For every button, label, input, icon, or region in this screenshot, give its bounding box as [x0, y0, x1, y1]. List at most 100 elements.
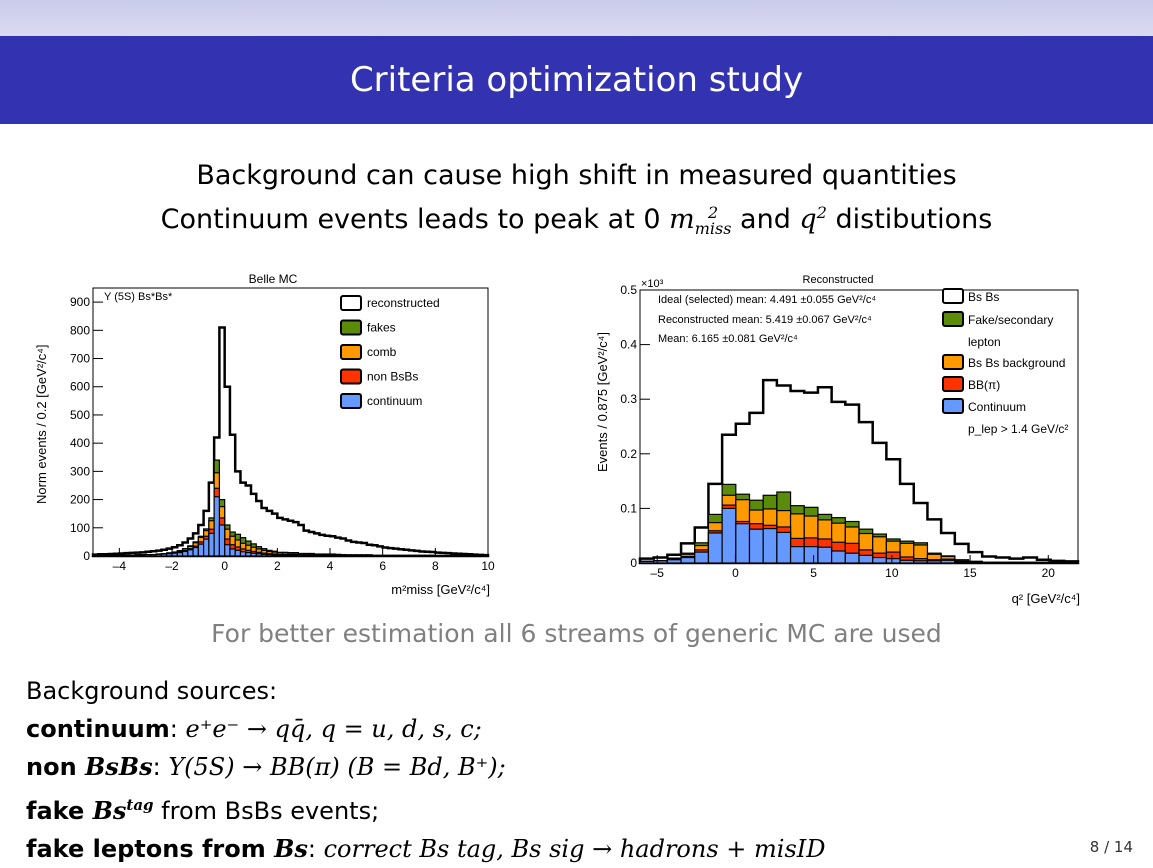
legend-label: Bs Bs background	[968, 356, 1065, 370]
bar-continuum	[230, 549, 235, 556]
x-tick-label: 15	[963, 566, 977, 580]
bar-continuum	[188, 550, 193, 556]
page-number: 8 / 14	[1090, 838, 1133, 856]
x-tick-label: 10	[885, 566, 899, 580]
legend-label-cont: lepton	[968, 335, 1001, 349]
plot-frame	[93, 288, 488, 556]
bg-item-non-bsbs: non BsBs: Υ(5S) → BB(π) (B = Bd, B⁺);	[26, 748, 826, 786]
slide-title: Criteria optimization study	[350, 60, 803, 100]
background-sources: Background sources: continuum: e⁺e⁻ → qq…	[26, 672, 826, 868]
note-text: For better estimation all 6 streams of g…	[0, 619, 1153, 648]
legend-swatch	[943, 355, 963, 369]
bar-continuum	[763, 529, 777, 563]
bar-continuum	[708, 533, 722, 563]
bar-continuum	[240, 552, 245, 556]
x-tick-label: –2	[165, 559, 179, 573]
y-axis-label: Norm events / 0.2 [GeV²/c⁴]	[34, 345, 49, 504]
bar-continuum	[219, 525, 224, 556]
y-tick-label: 0.1	[620, 501, 637, 515]
y-tick-label: 200	[70, 493, 90, 507]
bar-continuum	[183, 551, 188, 556]
y-tick-label: 700	[70, 352, 90, 366]
chart-annotation: Υ (5S) Bs*Bs*	[104, 291, 173, 303]
legend-note: p_lep > 1.4 GeV/c²	[968, 422, 1068, 436]
legend-label: BB(π)	[968, 378, 1000, 392]
x-tick-label: 2	[274, 559, 281, 573]
legend-label: fakes	[367, 321, 396, 335]
background-heading: Background sources:	[26, 672, 826, 710]
x-axis-label: q² [GeV²/c⁴]	[1012, 591, 1080, 606]
y-tick-label: 0	[630, 556, 637, 570]
bar-continuum	[791, 547, 805, 563]
y-tick-label: 400	[70, 436, 90, 450]
y-multiplier: ×10³	[641, 278, 664, 290]
x-tick-label: 4	[327, 559, 334, 573]
bar-continuum	[235, 550, 240, 556]
bar-continuum	[777, 532, 791, 563]
bg-item-fake-bstag: fake Bstag from BsBs events;	[26, 786, 826, 830]
y-tick-label: 0.3	[620, 392, 637, 406]
x-tick-label: 5	[810, 566, 817, 580]
legend-swatch	[341, 394, 361, 408]
y-tick-label: 600	[70, 380, 90, 394]
chart-title: Belle MC	[249, 272, 298, 286]
bar-continuum	[873, 558, 887, 563]
series-reconstructed	[93, 327, 488, 556]
legend: reconstructed fakes comb non BsBs continuum	[341, 296, 440, 408]
legend-label: Fake/secondary	[968, 313, 1053, 327]
y-tick-label: 100	[70, 521, 90, 535]
bar-continuum	[246, 553, 251, 556]
stat-mean: Mean: 6.165 ±0.081 GeV²/c⁴	[658, 333, 798, 345]
legend-label: Bs Bs	[968, 290, 999, 304]
legend-label: comb	[367, 345, 397, 359]
stat-reco-mean: Reconstructed mean: 5.419 ±0.067 GeV²/c⁴	[658, 314, 872, 326]
subtitle-text: Continuum events leads to peak at 0	[161, 204, 669, 235]
bg-item-fake-leptons: fake leptons from Bs: correct Bs tag, Bs…	[26, 830, 826, 868]
legend-label: non BsBs	[367, 370, 418, 384]
x-tick-label: 8	[432, 559, 439, 573]
legend-swatch	[943, 377, 963, 391]
legend-swatch	[943, 399, 963, 413]
legend-swatch	[341, 296, 361, 310]
bar-continuum	[225, 545, 230, 556]
header-band	[0, 0, 1153, 36]
bar-continuum	[845, 553, 859, 563]
x-tick-label: 6	[379, 559, 386, 573]
bar-continuum	[859, 555, 873, 563]
legend-swatch	[341, 321, 361, 335]
q2-math: q2	[799, 204, 826, 235]
y-tick-label: 900	[70, 295, 90, 309]
bar-continuum	[177, 553, 182, 556]
bar-continuum	[832, 551, 846, 563]
legend-swatch	[341, 345, 361, 359]
bar-continuum	[886, 559, 900, 563]
x-tick-label: 0	[732, 566, 739, 580]
bar-continuum	[804, 547, 818, 563]
subtitle-line-1: Background can cause high shift in measu…	[0, 160, 1153, 191]
bar-continuum	[695, 552, 709, 563]
y-tick-label: 800	[70, 323, 90, 337]
legend-swatch	[341, 370, 361, 384]
legend-swatch	[943, 312, 963, 326]
chart-title: Reconstructed	[803, 274, 874, 286]
bar-continuum	[681, 558, 695, 563]
x-tick-label: 10	[481, 559, 495, 573]
bar-continuum	[818, 547, 832, 563]
x-tick-label: 20	[1042, 566, 1056, 580]
bar-continuum	[214, 497, 219, 556]
bar-continuum	[193, 548, 198, 556]
title-bar: Criteria optimization study	[0, 36, 1153, 124]
x-axis-label: m²miss [GeV²/c⁴]	[391, 582, 490, 597]
bar-continuum	[736, 524, 750, 563]
legend-label: continuum	[367, 394, 422, 408]
y-tick-label: 0.2	[620, 447, 637, 461]
y-axis-label: Events / 0.875 [GeV²/c⁴]	[595, 332, 610, 472]
bar-continuum	[750, 529, 764, 563]
legend-label: reconstructed	[367, 296, 440, 310]
y-tick-label: 0.5	[620, 283, 637, 297]
y-tick-label: 500	[70, 408, 90, 422]
